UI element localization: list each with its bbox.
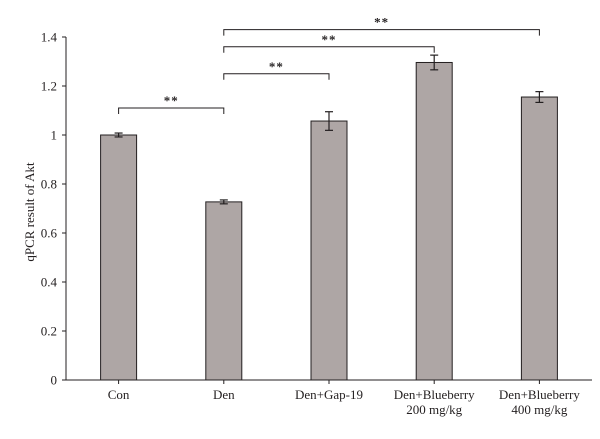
bar [520,96,558,381]
error-bars [114,54,544,205]
y-tick-label: 0.4 [41,275,58,290]
x-category-label: Den+Blueberry [394,387,475,402]
significance-bracket [223,46,435,53]
y-tick-label: 1 [51,128,58,143]
bar [100,134,138,381]
y-tick-label: 0.8 [41,177,57,192]
significance-label: ** [269,59,284,74]
y-tick-label: 1.2 [41,79,57,94]
y-axis-title: qPCR result of Akt [22,162,37,262]
y-tick-label: 0.2 [41,324,57,339]
significance-label: ** [322,32,337,47]
x-category-label: Den+Gap-19 [295,387,363,402]
y-tick-label: 0.6 [41,226,58,241]
x-category-label: 400 mg/kg [511,402,567,417]
x-category-label: Den [213,387,235,402]
x-category-label: Den+Blueberry [499,387,580,402]
significance-bracket [118,107,225,115]
significance-label: ** [374,15,389,30]
significance-bracket [223,29,540,36]
y-ticks: 0 0.2 0.4 0.6 0.8 1 1.2 1.4 [41,30,66,388]
significance-label: ** [164,93,179,108]
bars [100,61,558,381]
x-category-label: Con [108,387,130,402]
significance-bracket [223,73,330,80]
y-tick-label: 1.4 [41,30,58,45]
bar [415,61,453,381]
y-tick-label: 0 [51,373,58,388]
bar [310,120,348,381]
bar [205,201,243,381]
significance-brackets: ** ** ** ** [118,15,540,115]
x-category-label: 200 mg/kg [406,402,462,417]
